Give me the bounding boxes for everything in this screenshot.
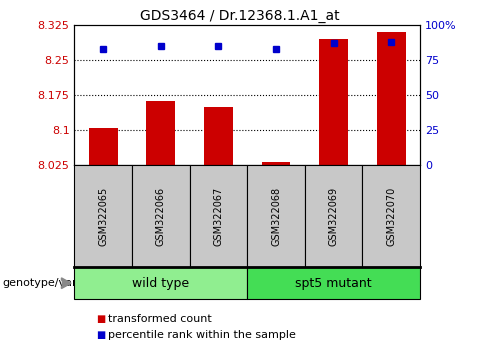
Text: spt5 mutant: spt5 mutant [295, 277, 372, 290]
Text: transformed count: transformed count [108, 314, 212, 324]
Bar [146, 101, 175, 165]
Bar [89, 128, 118, 165]
Text: GSM322069: GSM322069 [329, 186, 338, 246]
Text: GSM322066: GSM322066 [156, 186, 166, 246]
Text: ■: ■ [96, 330, 105, 339]
Bar [262, 162, 290, 165]
Bar [377, 32, 406, 165]
Text: GSM322065: GSM322065 [98, 186, 108, 246]
Text: GDS3464 / Dr.12368.1.A1_at: GDS3464 / Dr.12368.1.A1_at [140, 9, 340, 23]
Text: GSM322068: GSM322068 [271, 186, 281, 246]
Text: percentile rank within the sample: percentile rank within the sample [108, 330, 296, 339]
Bar [204, 107, 233, 165]
Text: ■: ■ [96, 314, 105, 324]
Bar [319, 39, 348, 165]
Text: GSM322070: GSM322070 [386, 186, 396, 246]
Text: genotype/variation: genotype/variation [2, 278, 108, 288]
Text: GSM322067: GSM322067 [214, 186, 223, 246]
Text: wild type: wild type [132, 277, 190, 290]
